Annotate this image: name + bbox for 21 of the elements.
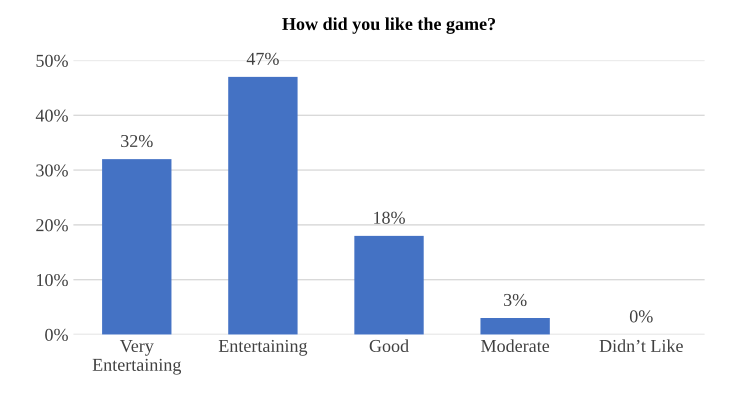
y-tick-label: 20% [36,219,68,232]
data-label: 47% [246,52,279,65]
y-tick-label: 50% [36,54,68,67]
x-tick-label: Good [370,339,409,352]
bar [480,318,550,334]
bar [354,236,424,334]
data-label: 18% [374,212,405,224]
y-tick-label: 10% [37,274,68,286]
x-tick-label: Didn’t Like [600,339,683,352]
data-label: 32% [121,134,153,148]
chart-title: How did you like the game? [282,17,496,34]
y-tick-label: 0% [45,328,68,341]
bar [228,76,298,334]
data-label: 0% [630,310,653,323]
x-tick-label: Moderate [481,339,550,352]
x-tick-label: Entertaining [218,340,308,356]
data-label: 3% [504,294,527,306]
x-tick-label: Very Entertaining [92,340,182,375]
bar [102,159,172,334]
y-tick-label: 30% [36,164,68,177]
y-tick-label: 40% [36,110,68,122]
